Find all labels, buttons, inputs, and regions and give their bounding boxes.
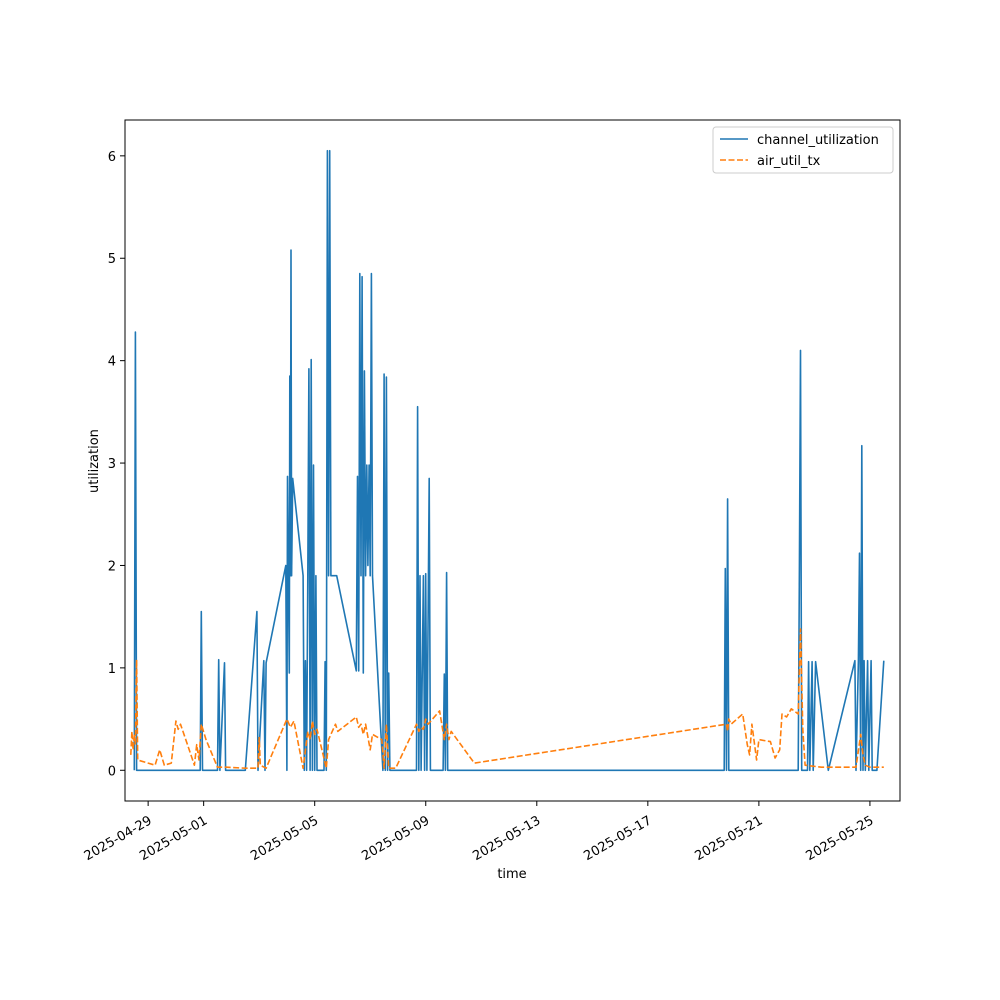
y-tick-label: 1 xyxy=(108,662,116,677)
y-tick-label: 3 xyxy=(108,457,116,472)
plot-area-frame xyxy=(124,119,901,802)
legend-frame xyxy=(712,126,894,174)
series-line-air-util-tx xyxy=(130,628,884,769)
legend-label-air-util-tx: air_util_tx xyxy=(757,154,821,169)
y-tick-label: 4 xyxy=(108,355,116,370)
y-axis: 0 1 2 3 4 5 6 xyxy=(108,150,125,779)
y-tick-label: 6 xyxy=(108,150,116,165)
legend-label-channel-utilization: channel_utilization xyxy=(757,133,879,148)
y-tick-label: 2 xyxy=(108,559,116,574)
y-tick-label: 5 xyxy=(108,252,116,267)
x-axis-label: time xyxy=(497,867,526,882)
y-tick-label: 0 xyxy=(108,764,116,779)
y-axis-label: utilization xyxy=(87,429,102,493)
series-layer xyxy=(130,149,885,772)
legend: channel_utilization air_util_tx xyxy=(712,126,894,174)
series-line-channel-utilization xyxy=(133,149,885,772)
